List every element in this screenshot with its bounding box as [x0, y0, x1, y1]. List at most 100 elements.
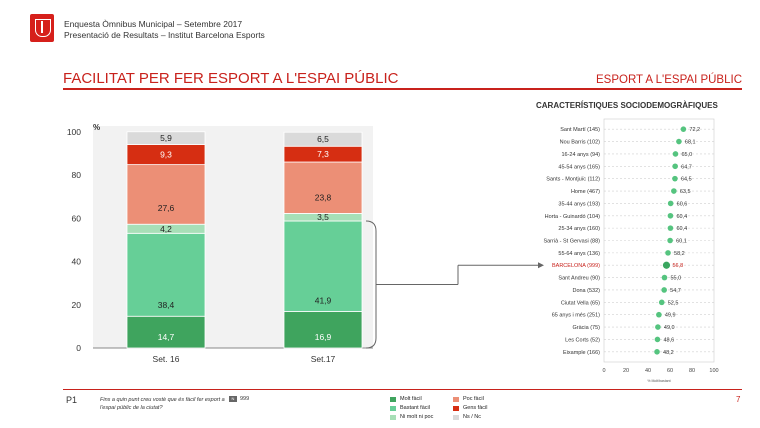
x-tick-label: 100: [709, 368, 718, 374]
point-value-label: 64,5: [681, 177, 692, 183]
question-text: Fins a quin punt creu vostè que és fàcil…: [100, 397, 225, 411]
category-label: Horta - Guinardó (104): [545, 214, 600, 220]
point-value-label: 55,0: [671, 276, 682, 282]
category-label: Home (467): [571, 189, 600, 195]
point-value-label: 68,1: [685, 140, 696, 146]
x-axis-label: % Molt/bastant: [647, 379, 670, 383]
barcelona-city-logo-icon: [30, 14, 54, 42]
category-label: Eixample (166): [563, 350, 600, 356]
data-point: [655, 324, 661, 330]
point-value-label: 63,5: [680, 189, 691, 195]
x-tick-label: 60: [667, 368, 673, 374]
footer-divider: [63, 389, 742, 390]
data-label: 14,7: [158, 332, 175, 342]
legend-item: Bastant fàcil: [390, 404, 433, 412]
data-point: [656, 311, 662, 318]
category-label: Les Corts (52): [565, 337, 600, 343]
data-label: 23,8: [315, 192, 332, 202]
category-label: 55-64 anys (136): [558, 251, 600, 257]
x-tick-label: Set.17: [311, 354, 336, 364]
bar-segment: [126, 131, 206, 145]
point-value-label: 58,2: [674, 251, 685, 257]
legend-item: Ns / Nc: [453, 413, 487, 421]
data-point: [661, 274, 668, 281]
data-label: 7,3: [317, 149, 329, 159]
legend-swatch: [453, 414, 459, 420]
point-value-label: 60,4: [676, 226, 687, 232]
data-point: [680, 126, 687, 132]
page-number: 7: [736, 395, 741, 404]
legend-label: Gens fàcil: [463, 405, 488, 411]
title-divider: [63, 88, 742, 90]
legend-label: Ni molt ni poc: [400, 414, 434, 420]
category-label: Gràcia (75): [572, 325, 600, 331]
y-unit-label: %: [93, 123, 100, 132]
data-point: [672, 163, 678, 170]
category-label: Sarrià - St Gervasi (88): [543, 239, 600, 245]
data-point: [662, 261, 671, 269]
bar-segment: [126, 164, 206, 225]
data-point: [667, 212, 674, 219]
section-title: ESPORT A L'ESPAI PÚBLIC: [595, 74, 742, 86]
data-point: [667, 225, 674, 231]
data-point: [665, 250, 671, 256]
category-label: 16-24 anys (94): [561, 152, 600, 158]
data-point: [661, 287, 667, 293]
y-tick-label: 80: [72, 170, 82, 180]
category-label: 35-44 anys (193): [558, 201, 600, 207]
x-tick-label: 40: [645, 368, 651, 374]
point-value-label: 60,4: [676, 214, 687, 220]
data-label: 3,5: [317, 212, 329, 222]
data-point: [672, 151, 679, 157]
page-title: FACILITAT PER FER ESPORT A L'ESPAI PÚBLI…: [63, 70, 399, 87]
data-label: 4,2: [160, 224, 172, 234]
header-presentation-subtitle: Presentació de Resultats – Institut Barc…: [64, 30, 265, 40]
data-point: [654, 349, 660, 355]
point-value-label: 49,9: [665, 313, 676, 319]
legend-column-left: Molt fàcil Bastant fàcil Ni molt ni poc: [390, 395, 433, 421]
bar-segment: [283, 220, 363, 312]
legend-swatch: [390, 414, 396, 420]
category-label: 25-34 anys (160): [558, 226, 600, 232]
legend-item: Ni molt ni poc: [390, 413, 433, 421]
x-tick-label: 0: [602, 368, 605, 374]
bar-segment: [126, 315, 206, 349]
point-value-label: 49,0: [664, 325, 675, 331]
data-label: 9,3: [160, 150, 172, 160]
point-value-label: 48,2: [663, 350, 674, 356]
data-point: [672, 175, 678, 182]
point-value-label: 60,1: [676, 239, 687, 245]
header-survey-title: Enquesta Òmnibus Municipal – Setembre 20…: [64, 19, 243, 29]
sociodemographic-dot-chart: CARACTERÍSTIQUES SOCIODEMOGRÀFIQUES Sant …: [536, 101, 719, 383]
category-label: 45-54 anys (165): [558, 164, 600, 170]
legend-label: Poc fàcil: [463, 396, 484, 402]
bar-segment: [283, 161, 363, 214]
bar-segment: [283, 311, 363, 349]
legend-column-right: Poc fàcil Gens fàcil Ns / Nc: [453, 395, 487, 421]
legend-label: Ns / Nc: [463, 414, 482, 420]
data-label: 27,6: [158, 203, 175, 213]
dot-chart-title: CARACTERÍSTIQUES SOCIODEMOGRÀFIQUES: [536, 101, 718, 110]
point-value-label: 72,2: [689, 127, 700, 133]
bar-segment: [126, 232, 206, 317]
data-point: [667, 200, 674, 207]
question-id: P1: [66, 395, 78, 405]
point-value-label: 56,8: [672, 263, 683, 269]
y-tick-label: 20: [72, 300, 82, 310]
stacked-bar-chart: % 0 20 40 60 80 100 14,7 38,4 4,2 27,6 9,3 5,9 Set. 1…: [67, 123, 385, 364]
legend-swatch: [453, 396, 459, 402]
category-label: Sants - Montjuïc (112): [546, 177, 600, 183]
legend-item: Poc fàcil: [453, 395, 487, 403]
data-point: [676, 138, 682, 145]
point-value-label: 48,6: [663, 337, 674, 343]
data-label: 6,5: [317, 134, 329, 144]
sample-size-label: N: [229, 396, 237, 402]
y-tick-label: 40: [72, 257, 82, 267]
category-label: Ciutat Vella (65): [561, 300, 600, 306]
x-tick-label: Set. 16: [153, 354, 180, 364]
x-tick-label: 80: [689, 368, 695, 374]
category-label: Sant Andreu (90): [558, 276, 600, 282]
point-value-label: 54,7: [670, 288, 681, 294]
legend-swatch: [453, 405, 459, 411]
bar-segment: [283, 131, 363, 147]
